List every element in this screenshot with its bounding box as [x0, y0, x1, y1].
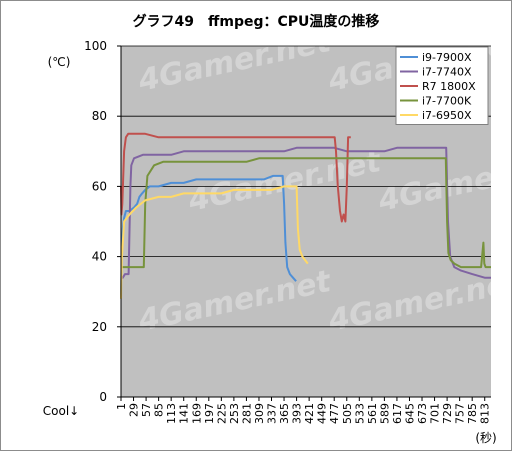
x-tick-label: 337 — [266, 403, 279, 424]
legend-label: i7-7700K — [422, 95, 472, 108]
legend-label: i7-7740X — [422, 66, 472, 79]
x-tick-label: 477 — [328, 403, 341, 424]
x-tick-labels: 1 29 57 85 113 141 169 197 225 253 281 309 337 365 393… — [115, 397, 492, 424]
y-tick-label: 40 — [92, 250, 107, 264]
y-tick-label: 80 — [92, 109, 107, 123]
series-line-4 — [120, 185, 309, 299]
x-tick-label: 29 — [128, 403, 141, 417]
x-tick-label: 281 — [240, 403, 253, 424]
x-tick-label: 533 — [353, 403, 366, 424]
y-tick-label: 60 — [92, 179, 107, 193]
y-tick-labels: 0 20 40 60 80 100 — [84, 39, 121, 404]
x-tick-label: 57 — [140, 403, 153, 417]
series-line-2 — [120, 132, 351, 223]
chart-title: グラフ49 ffmpeg：CPU温度の推移 — [133, 13, 380, 30]
x-tick-label: 757 — [454, 403, 467, 424]
x-tick-label: 561 — [366, 403, 379, 424]
x-tick-label: 729 — [441, 403, 454, 424]
x-tick-label: 449 — [316, 403, 329, 424]
x-tick-label: 617 — [391, 403, 404, 424]
x-axis-label: (秒) — [475, 431, 496, 445]
x-tick-label: 813 — [479, 403, 492, 424]
x-tick-label: 505 — [341, 403, 354, 424]
x-tick-label: 85 — [153, 403, 166, 417]
x-tick-label: 197 — [203, 403, 216, 424]
x-tick-label: 225 — [215, 403, 228, 424]
y-tick-label: 20 — [92, 320, 107, 334]
x-tick-label: 421 — [303, 403, 316, 424]
series-line-3 — [121, 157, 491, 269]
x-tick-label: 701 — [429, 403, 442, 424]
x-tick-label: 113 — [165, 403, 178, 424]
x-tick-label: 589 — [378, 403, 391, 424]
x-tick-label: 673 — [416, 403, 429, 424]
x-tick-label: 1 — [115, 403, 128, 410]
x-tick-label: 393 — [291, 403, 304, 424]
y-axis-label: (℃) — [48, 55, 71, 69]
axes — [120, 46, 491, 398]
x-tick-label: 309 — [253, 403, 266, 424]
x-tick-label: 141 — [178, 403, 191, 424]
x-tick-label: 253 — [228, 403, 241, 424]
legend-label: i9-7900X — [422, 51, 472, 64]
x-tick-label: 785 — [466, 403, 479, 424]
cool-note: Cool↓ — [43, 404, 79, 418]
x-tick-label: 365 — [278, 403, 291, 424]
series-lines — [120, 132, 491, 299]
legend-label: R7 1800X — [422, 80, 476, 93]
legend-label: i7-6950X — [422, 109, 472, 122]
y-tick-label: 0 — [99, 390, 107, 404]
x-tick-label: 169 — [190, 403, 203, 424]
x-tick-label: 645 — [403, 403, 416, 424]
y-tick-label: 100 — [84, 39, 107, 53]
